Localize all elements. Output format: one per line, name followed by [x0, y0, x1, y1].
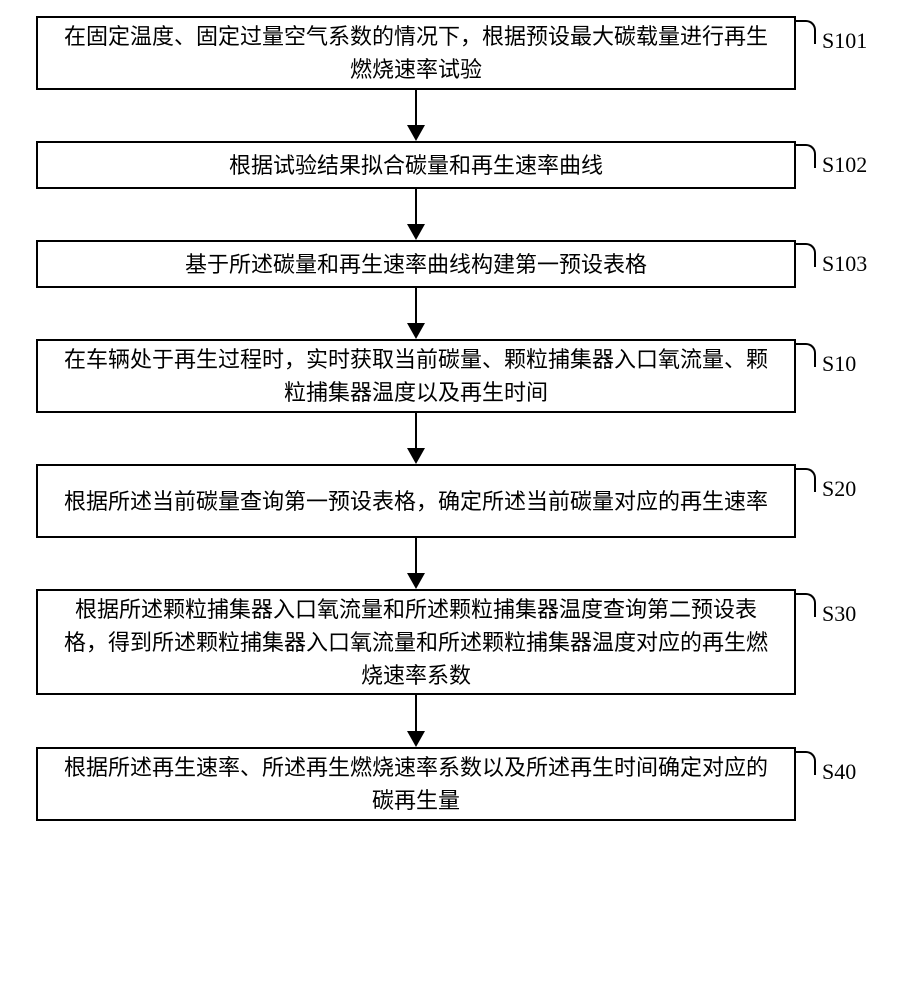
step-label-text: S10 [822, 351, 856, 376]
label-connector [796, 20, 816, 44]
label-connector [796, 243, 816, 267]
step-label: S102 [822, 152, 867, 178]
step-label: S103 [822, 251, 867, 277]
flow-arrow [0, 288, 910, 339]
step-label: S40 [822, 759, 856, 785]
flow-arrow [0, 538, 910, 589]
flow-node-text: 根据所述当前碳量查询第一预设表格，确定所述当前碳量对应的再生速率 [64, 485, 768, 518]
flow-arrow [0, 413, 910, 464]
flow-arrow [0, 90, 910, 141]
step-label-text: S30 [822, 601, 856, 626]
flow-node: 根据试验结果拟合碳量和再生速率曲线 [36, 141, 796, 189]
flow-node: 在固定温度、固定过量空气系数的情况下，根据预设最大碳载量进行再生燃烧速率试验 [36, 16, 796, 90]
flow-arrow [0, 189, 910, 240]
flow-node: 根据所述再生速率、所述再生燃烧速率系数以及所述再生时间确定对应的碳再生量 [36, 747, 796, 821]
step-label: S30 [822, 601, 856, 627]
label-connector [796, 593, 816, 617]
flow-node-text: 根据所述再生速率、所述再生燃烧速率系数以及所述再生时间确定对应的碳再生量 [54, 751, 778, 817]
step-label-text: S101 [822, 28, 867, 53]
flow-node: 在车辆处于再生过程时，实时获取当前碳量、颗粒捕集器入口氧流量、颗粒捕集器温度以及… [36, 339, 796, 413]
step-label-text: S40 [822, 759, 856, 784]
label-connector [796, 468, 816, 492]
step-label-text: S102 [822, 152, 867, 177]
flow-node-text: 在固定温度、固定过量空气系数的情况下，根据预设最大碳载量进行再生燃烧速率试验 [54, 20, 778, 86]
flowchart-container: 在固定温度、固定过量空气系数的情况下，根据预设最大碳载量进行再生燃烧速率试验 S… [0, 0, 910, 1000]
flow-node-text: 基于所述碳量和再生速率曲线构建第一预设表格 [185, 248, 647, 281]
step-label-text: S103 [822, 251, 867, 276]
flow-arrow [0, 695, 910, 747]
step-label: S101 [822, 28, 867, 54]
flow-node-text: 根据试验结果拟合碳量和再生速率曲线 [229, 149, 603, 182]
step-label: S20 [822, 476, 856, 502]
label-connector [796, 144, 816, 168]
flow-node-text: 在车辆处于再生过程时，实时获取当前碳量、颗粒捕集器入口氧流量、颗粒捕集器温度以及… [54, 343, 778, 409]
label-connector [796, 343, 816, 367]
flow-node: 根据所述当前碳量查询第一预设表格，确定所述当前碳量对应的再生速率 [36, 464, 796, 538]
flow-node-text: 根据所述颗粒捕集器入口氧流量和所述颗粒捕集器温度查询第二预设表格，得到所述颗粒捕… [54, 593, 778, 692]
step-label: S10 [822, 351, 856, 377]
step-label-text: S20 [822, 476, 856, 501]
flow-node: 根据所述颗粒捕集器入口氧流量和所述颗粒捕集器温度查询第二预设表格，得到所述颗粒捕… [36, 589, 796, 695]
flow-node: 基于所述碳量和再生速率曲线构建第一预设表格 [36, 240, 796, 288]
label-connector [796, 751, 816, 775]
